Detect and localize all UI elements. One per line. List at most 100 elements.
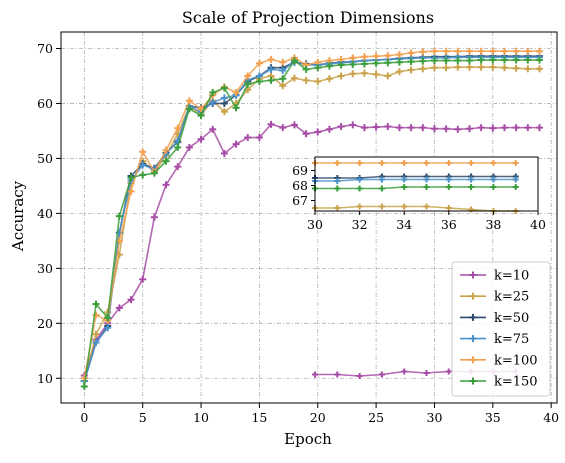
data-point <box>395 51 403 59</box>
data-point <box>407 58 415 66</box>
data-point <box>290 121 298 129</box>
data-point <box>372 59 380 67</box>
y-tick-label: 20 <box>37 316 53 331</box>
x-tick-label: 25 <box>368 410 384 425</box>
data-point <box>454 47 462 55</box>
inset-x-tick-label: 40 <box>530 217 546 232</box>
x-tick-label: 30 <box>427 410 443 425</box>
inset-data-point <box>378 371 385 378</box>
legend-swatch-marker <box>469 313 477 321</box>
inset-data-point <box>334 160 341 166</box>
x-tick-label: 40 <box>543 410 559 425</box>
data-point <box>150 213 158 221</box>
data-point <box>454 57 462 65</box>
inset-data-point <box>468 160 475 166</box>
inset-data-point <box>312 371 318 378</box>
data-point <box>360 69 368 77</box>
inset-x-tick-label: 36 <box>441 217 457 232</box>
data-point <box>139 148 147 156</box>
x-tick-label: 5 <box>139 410 147 425</box>
data-point <box>477 124 485 132</box>
legend-label: k=75 <box>494 332 529 347</box>
inset-data-point <box>445 176 452 183</box>
series-line <box>83 50 540 379</box>
x-tick-label: 0 <box>80 410 88 425</box>
data-point <box>535 65 543 73</box>
data-point <box>255 59 263 67</box>
data-point <box>244 72 252 80</box>
data-point <box>465 47 473 55</box>
inset-data-point <box>445 184 452 190</box>
legend-label: k=100 <box>494 353 538 368</box>
inset-data-point <box>401 184 408 190</box>
data-point <box>92 339 100 347</box>
data-point <box>139 275 147 283</box>
legend-swatch-marker <box>469 271 477 279</box>
inset-data-point <box>356 373 363 379</box>
data-point <box>395 68 403 76</box>
data-point <box>349 54 357 62</box>
data-point <box>314 128 322 136</box>
data-point <box>197 105 205 113</box>
data-point <box>314 77 322 85</box>
data-point <box>524 124 532 132</box>
inset-data-point <box>334 371 341 378</box>
inset-data-point <box>356 160 363 166</box>
inset-data-point <box>334 178 341 184</box>
data-point <box>419 65 427 73</box>
data-point <box>115 304 123 312</box>
data-point <box>535 47 543 55</box>
data-point <box>255 77 263 85</box>
data-point <box>209 98 217 106</box>
legend-label: k=150 <box>494 375 538 390</box>
data-point <box>430 47 438 55</box>
y-tick-label: 50 <box>37 151 53 166</box>
plot-frame <box>60 31 558 404</box>
data-point <box>349 70 357 78</box>
data-point <box>512 56 520 64</box>
data-point <box>524 47 532 55</box>
legend-entry: k=10 <box>460 269 529 284</box>
data-point <box>279 124 287 132</box>
data-point <box>489 63 497 71</box>
legend: k=10 k=25 k=50 k=75 k=100 k=150 <box>451 261 551 397</box>
y-tick-label: 40 <box>37 206 53 221</box>
data-point <box>395 124 403 132</box>
data-point <box>430 64 438 72</box>
data-point <box>139 161 147 169</box>
data-point <box>220 149 228 157</box>
data-point <box>360 53 368 61</box>
legend-entry: k=50 <box>460 311 529 326</box>
inset-series-line <box>315 178 516 182</box>
legend-entry: k=100 <box>460 353 538 368</box>
inset-data-point <box>468 176 475 183</box>
data-point <box>512 47 520 55</box>
data-point <box>104 324 112 332</box>
data-point <box>430 125 438 133</box>
data-point <box>174 143 182 151</box>
data-point <box>232 88 240 96</box>
data-point <box>442 125 450 133</box>
inset-data-point <box>490 160 497 166</box>
inset-data-point <box>512 184 519 190</box>
legend-label: k=10 <box>494 269 529 284</box>
data-point <box>80 383 88 391</box>
x-tick-label: 20 <box>310 410 326 425</box>
data-point <box>92 300 100 308</box>
inset-data-point <box>423 160 430 166</box>
inset-data-point <box>423 184 430 190</box>
data-point <box>407 49 415 57</box>
data-point <box>325 125 333 133</box>
data-point <box>430 57 438 65</box>
data-point <box>477 56 485 64</box>
data-point <box>454 63 462 71</box>
inset-x-tick-label: 34 <box>396 217 412 232</box>
inset-data-point <box>445 160 452 166</box>
data-point <box>267 65 275 73</box>
data-point <box>360 60 368 68</box>
data-point <box>500 56 508 64</box>
series-k=10 <box>80 120 543 380</box>
data-point <box>220 84 228 92</box>
